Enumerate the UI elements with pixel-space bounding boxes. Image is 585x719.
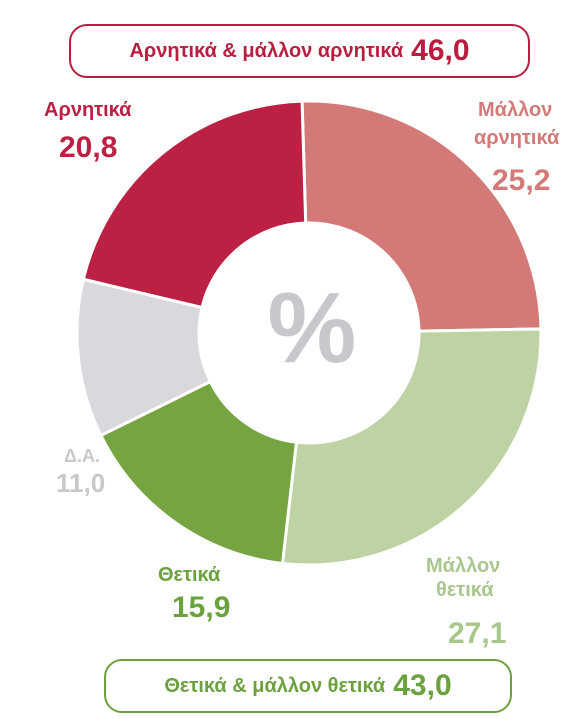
- negative-total-value: 46,0: [411, 34, 470, 67]
- slice-label-positive: Θετικά: [158, 564, 221, 586]
- positive-total-label: Θετικά & μάλλον θετικά: [164, 674, 386, 697]
- slice-value-positive: 15,9: [172, 591, 231, 624]
- slice-positive: [98, 379, 299, 566]
- slice-value-mostly-negative: 25,2: [492, 164, 551, 197]
- slice-mostly-negative: [300, 99, 543, 333]
- negative-total-pill: Αρνητικά & μάλλον αρνητικά 46,0: [69, 24, 530, 78]
- slice-label-mostly-negative-line1: Μάλλον: [478, 99, 553, 121]
- slice-label-mostly-negative-line2: αρνητικά: [474, 127, 560, 149]
- slice-value-no-answer: 11,0: [56, 468, 106, 498]
- slice-value-mostly-positive: 27,1: [448, 617, 507, 650]
- slice-label-mostly-positive-line2: θετικά: [436, 579, 494, 601]
- slice-negative: [81, 99, 308, 310]
- positive-total-value: 43,0: [393, 669, 452, 702]
- slice-value-negative: 20,8: [59, 131, 118, 164]
- slice-label-no-answer: Δ.Α.: [64, 446, 100, 466]
- slice-label-mostly-positive-line1: Μάλλον: [426, 555, 501, 577]
- slice-label-negative: Αρνητικά: [44, 99, 132, 121]
- negative-total-label: Αρνητικά & μάλλον αρνητικά: [129, 39, 404, 62]
- slice-mostly-positive: [280, 327, 543, 567]
- positive-total-pill: Θετικά & μάλλον θετικά 43,0: [104, 659, 512, 713]
- percent-symbol: %: [267, 272, 357, 384]
